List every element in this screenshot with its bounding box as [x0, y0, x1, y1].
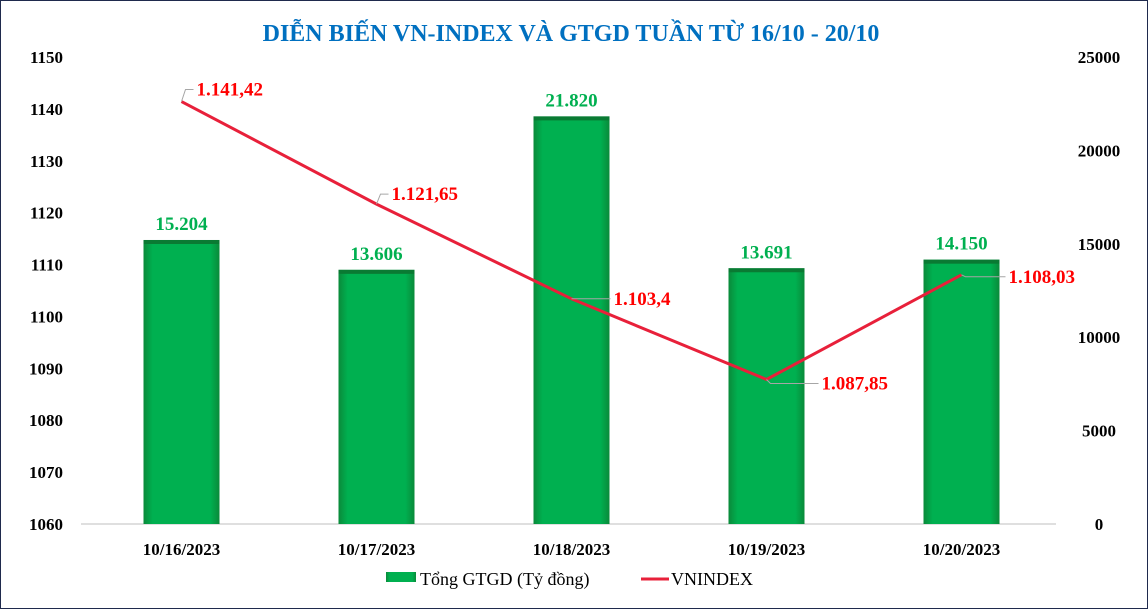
- left-axis-tick: 1060: [29, 515, 63, 534]
- chart-title: DIỄN BIẾN VN-INDEX VÀ GTGD TUẦN TỪ 16/10…: [263, 19, 880, 47]
- right-axis-tick: 5000: [1082, 422, 1116, 441]
- right-axis-tick: 20000: [1078, 141, 1121, 160]
- x-axis-tick: 10/20/2023: [923, 540, 1000, 559]
- left-axis-tick: 1100: [30, 307, 63, 326]
- bar-top: [728, 268, 805, 273]
- line-data-label: 1.108,03: [1009, 267, 1076, 288]
- leader-line: [766, 379, 819, 384]
- line-data-label: 1.141,42: [197, 80, 264, 101]
- bar-data-label: 14.150: [935, 234, 987, 255]
- x-axis-tick: 10/18/2023: [533, 540, 610, 559]
- leader-line: [181, 89, 194, 102]
- line-data-label: 1.121,65: [392, 184, 459, 205]
- leader-line: [961, 274, 1006, 278]
- left-axis-tick: 1130: [30, 152, 63, 171]
- right-axis-tick: 10000: [1078, 328, 1121, 347]
- bar-top: [923, 259, 1000, 264]
- left-axis-tick: 1090: [29, 359, 63, 378]
- line-data-label: 1.087,85: [822, 373, 889, 394]
- bar-top: [533, 116, 610, 121]
- legend-bar-swatch: [386, 572, 416, 582]
- legend-line-label: VNINDEX: [671, 569, 753, 589]
- left-axis-tick: 1080: [29, 411, 63, 430]
- bar-top: [143, 239, 220, 244]
- right-axis-tick: 15000: [1078, 235, 1121, 254]
- left-axis-tick: 1150: [30, 48, 63, 67]
- x-axis-tick: 10/16/2023: [143, 540, 220, 559]
- bar: [728, 268, 805, 524]
- right-axis-tick: 0: [1095, 515, 1104, 534]
- bar: [338, 269, 415, 524]
- line-data-label: 1.103,4: [614, 289, 672, 310]
- bar: [143, 239, 220, 525]
- left-axis-tick: 1120: [30, 204, 63, 223]
- left-axis-tick: 1070: [29, 463, 63, 482]
- x-axis-tick: 10/19/2023: [728, 540, 805, 559]
- bar-data-label: 13.606: [350, 244, 402, 265]
- left-axis-tick: 1110: [31, 256, 63, 275]
- right-axis-tick: 25000: [1078, 48, 1121, 67]
- bar-data-label: 13.691: [740, 242, 792, 263]
- bar: [923, 259, 1000, 524]
- x-axis-tick: 10/17/2023: [338, 540, 415, 559]
- bar-top: [338, 269, 415, 274]
- legend-bar-label: Tổng GTGD (Tỷ đồng): [420, 569, 589, 590]
- leader-line: [376, 193, 389, 205]
- bar-data-label: 21.820: [545, 90, 597, 111]
- left-axis-tick: 1140: [30, 100, 63, 119]
- bar-data-label: 15.204: [155, 214, 208, 235]
- bar: [533, 116, 610, 524]
